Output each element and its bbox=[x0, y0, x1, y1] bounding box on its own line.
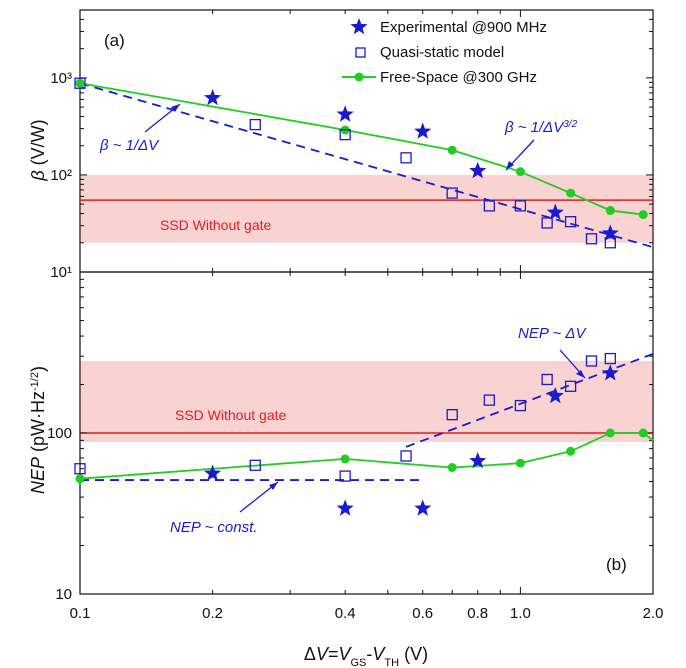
quasi-static-point-b bbox=[446, 409, 458, 421]
quasi-static-point-b bbox=[541, 373, 553, 386]
quasi-static-point-a bbox=[514, 200, 527, 212]
quasi-static-point-a bbox=[604, 237, 616, 249]
free-space-point-a bbox=[605, 206, 615, 216]
x-tick-label: 0.1 bbox=[70, 605, 91, 622]
quasi-static-point-a bbox=[74, 77, 86, 89]
quasi-static-point-a bbox=[483, 200, 495, 212]
experimental-point-a bbox=[336, 105, 354, 122]
annotation-arrowhead-1 bbox=[171, 104, 180, 112]
free-space-point-b bbox=[638, 428, 648, 438]
legend: Experimental @900 MHz Quasi-static model… bbox=[342, 18, 547, 86]
quasi-static-point-a bbox=[249, 118, 261, 131]
quasi-static-point-b bbox=[249, 459, 261, 471]
y-tick-label-a: 10³ bbox=[50, 70, 72, 87]
reference-band-b bbox=[80, 361, 653, 442]
legend-marker-star bbox=[350, 18, 368, 35]
free-space-point-a bbox=[447, 145, 457, 155]
quasi-static-point-a bbox=[585, 233, 598, 245]
axis-ticks: 10¹ 10² 10³ 10 100 0.1 0.2 0.4 0.6 0.8 1.0 2.0 bbox=[47, 9, 664, 622]
experimental-point-a bbox=[469, 161, 487, 179]
y-tick-label-b: 100 bbox=[47, 425, 72, 442]
free-space-point-b bbox=[566, 446, 576, 456]
experimental-point-b bbox=[336, 499, 354, 516]
ssd-label-a: SSD Without gate bbox=[160, 217, 271, 233]
experimental-point-b bbox=[414, 499, 432, 516]
legend-marker-square bbox=[355, 47, 366, 58]
reference-band-a bbox=[80, 174, 653, 243]
y-axis-title-b: NEP (pW·Hz-1/2) bbox=[28, 366, 48, 494]
ssd-label-b: SSD Without gate bbox=[175, 407, 286, 423]
experimental-point-a bbox=[601, 224, 619, 241]
quasi-static-point-b bbox=[483, 394, 495, 406]
annotation-beta-inverse-32: β ~ 1/ΔV3/2 bbox=[504, 119, 578, 137]
quasi-static-point-a bbox=[564, 216, 577, 228]
legend-label-quasi-static: Quasi-static model bbox=[380, 44, 504, 61]
experimental-point-b bbox=[601, 364, 619, 381]
y-tick-label-a: 10¹ bbox=[50, 264, 72, 281]
quasi-static-point-a bbox=[446, 187, 458, 199]
x-tick-label: 0.4 bbox=[335, 605, 356, 622]
annotation-arrowhead-3 bbox=[576, 370, 585, 378]
free-space-point-b bbox=[515, 458, 525, 468]
annotation-beta-inverse: β ~ 1/ΔV bbox=[99, 137, 160, 154]
legend-star-shape bbox=[350, 18, 368, 35]
x-axis-title: ΔV=VGS-VTH (V) bbox=[304, 644, 428, 668]
quasi-static-point-b bbox=[400, 450, 412, 462]
free-space-point-a bbox=[75, 78, 85, 88]
legend-label-free-space: Free-Space @300 GHz bbox=[380, 69, 537, 86]
free-space-point-a bbox=[566, 188, 576, 198]
experimental-point-b bbox=[469, 452, 487, 469]
panel-a-label: (a) bbox=[104, 31, 125, 50]
free-space-point-b bbox=[340, 454, 350, 464]
quasi-static-point-b bbox=[604, 352, 616, 365]
experimental-point-a bbox=[204, 89, 222, 106]
fit-lines bbox=[79, 82, 654, 481]
quasi-static-point-a bbox=[541, 217, 553, 229]
free-space-point-b bbox=[447, 463, 457, 473]
x-tick-label: 2.0 bbox=[643, 605, 664, 622]
experimental-point-b bbox=[204, 464, 222, 481]
x-tick-label: 0.8 bbox=[467, 605, 488, 622]
free-space-point-a bbox=[515, 167, 525, 177]
quasi-static-point-a bbox=[400, 152, 412, 164]
experimental-point-b bbox=[546, 386, 564, 404]
panel-b-label: (b) bbox=[606, 555, 627, 574]
experimental-point-a bbox=[546, 203, 564, 220]
quasi-static-point-b bbox=[585, 355, 598, 367]
y-axis-title-a: β (V/W) bbox=[28, 119, 48, 181]
annotation-arrowhead-4 bbox=[269, 482, 278, 490]
quasi-static-point-b bbox=[564, 380, 577, 392]
quasi-static-point-b bbox=[339, 470, 351, 482]
annotation-arrowhead-2 bbox=[506, 161, 514, 170]
annotation-nep-const: NEP ~ const. bbox=[170, 519, 257, 536]
free-space-point-a bbox=[638, 210, 648, 220]
x-tick-label: 0.6 bbox=[412, 605, 433, 622]
quasi-static-point-b bbox=[74, 463, 86, 475]
free-space-point-b bbox=[75, 474, 85, 484]
reference-bands bbox=[80, 174, 653, 442]
x-tick-label: 0.2 bbox=[202, 605, 223, 622]
free-space-line-b bbox=[79, 432, 654, 480]
experimental-point-a bbox=[414, 122, 432, 139]
quasi-static-point-b bbox=[514, 399, 527, 412]
data-series bbox=[74, 77, 654, 516]
y-tick-label-a: 10² bbox=[50, 167, 72, 184]
legend-marker-circle bbox=[354, 72, 364, 82]
y-tick-label-b: 10 bbox=[55, 586, 72, 603]
x-tick-label: 1.0 bbox=[510, 605, 531, 622]
free-space-point-b bbox=[605, 428, 615, 438]
annotation-nep-dv: NEP ~ ΔV bbox=[518, 325, 587, 342]
quasi-static-point-a bbox=[339, 128, 351, 141]
legend-label-experimental: Experimental @900 MHz bbox=[380, 19, 547, 36]
fit-line-a bbox=[79, 82, 654, 249]
